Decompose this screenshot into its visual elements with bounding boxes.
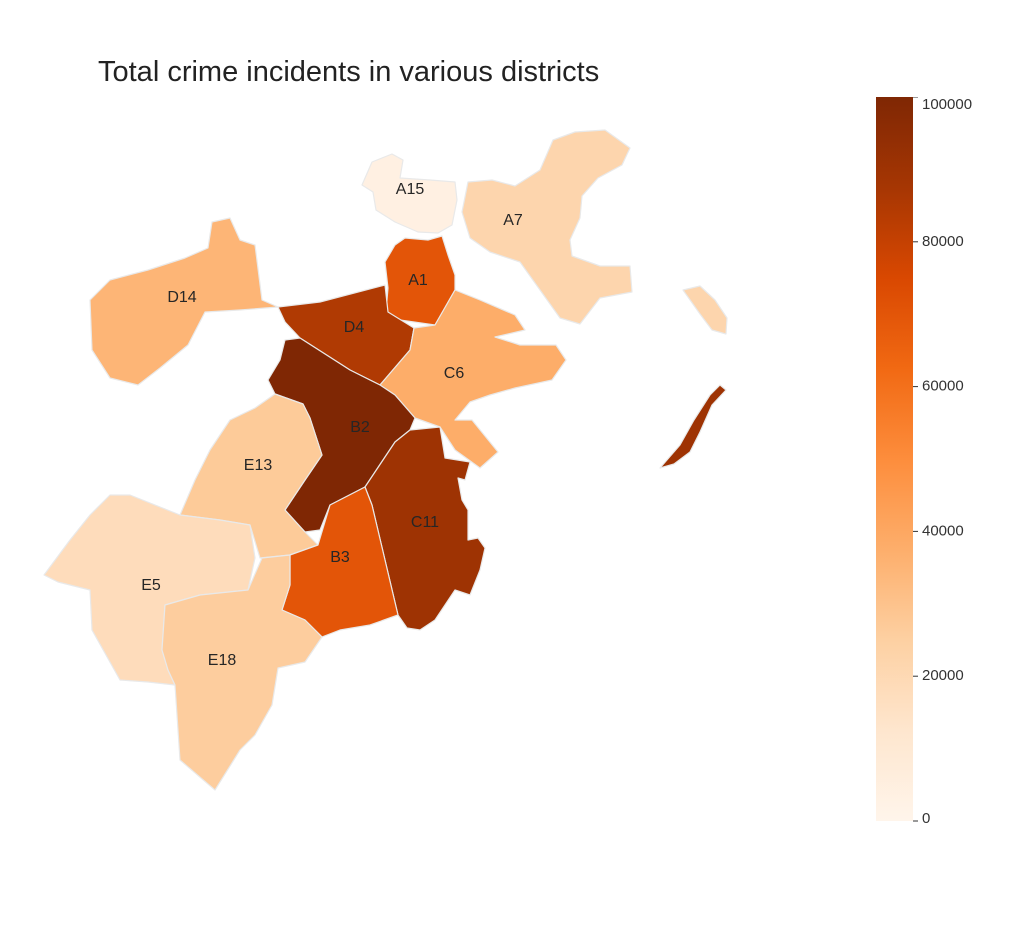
colorbar-gradient: [876, 97, 913, 821]
district-D14[interactable]: [89, 217, 279, 386]
district-map: A15 A7 A1 D14 D4 C6 B2 E13 C11 E5 B3 E18: [43, 129, 728, 791]
label-A7: A7: [503, 212, 523, 229]
colorbar: 100000 80000 60000 40000 20000 0: [876, 97, 972, 827]
label-A15: A15: [396, 181, 425, 198]
label-D14: D14: [167, 289, 196, 306]
colorbar-tick-label: 20000: [922, 667, 964, 684]
page-title: Total crime incidents in various distric…: [98, 56, 600, 88]
district-C11-island[interactable]: [659, 384, 727, 469]
colorbar-tick-label: 100000: [922, 97, 972, 113]
district-A15[interactable]: [361, 153, 458, 234]
label-A1: A1: [408, 272, 428, 289]
label-E13: E13: [244, 457, 273, 474]
label-C6: C6: [444, 365, 465, 382]
district-A7-islet[interactable]: [682, 285, 728, 335]
label-B2: B2: [350, 419, 370, 436]
colorbar-tick-label: 80000: [922, 233, 964, 250]
district-E18[interactable]: [161, 554, 323, 791]
colorbar-tick-label: 0: [922, 810, 930, 827]
label-D4: D4: [344, 319, 365, 336]
district-A7[interactable]: [461, 129, 633, 325]
label-E5: E5: [141, 577, 161, 594]
colorbar-tick-label: 60000: [922, 378, 964, 395]
label-E18: E18: [208, 652, 237, 669]
label-C11: C11: [411, 514, 439, 531]
colorbar-tick-label: 40000: [922, 522, 964, 539]
label-B3: B3: [330, 549, 350, 566]
